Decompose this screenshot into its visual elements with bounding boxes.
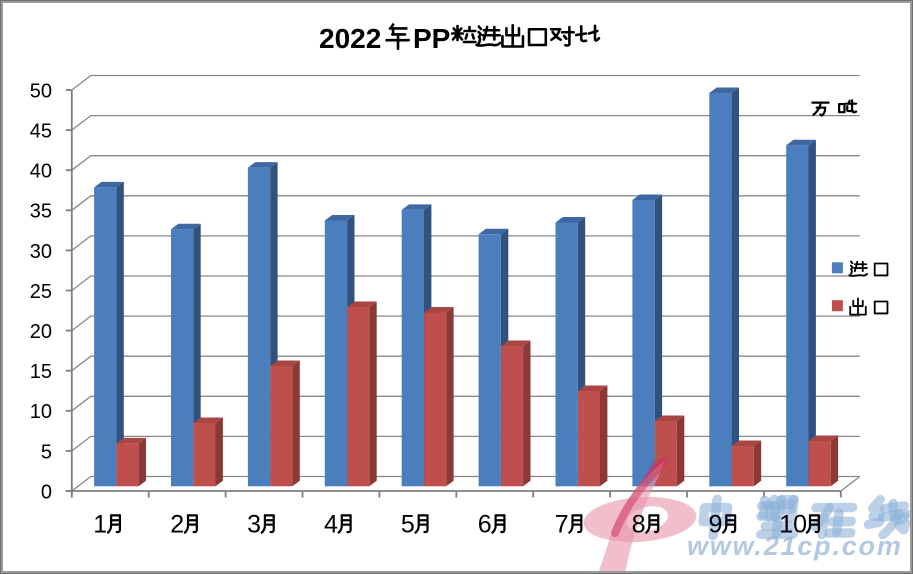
svg-text:40: 40 — [30, 161, 52, 183]
svg-text:3: 3 — [247, 511, 261, 539]
svg-text:10: 10 — [779, 511, 807, 539]
svg-text:15: 15 — [30, 361, 52, 383]
svg-text:1: 1 — [93, 511, 107, 539]
svg-text:9: 9 — [709, 511, 723, 539]
svg-text:6: 6 — [478, 511, 492, 539]
svg-text:7: 7 — [555, 511, 569, 539]
svg-text:20: 20 — [30, 321, 52, 343]
svg-text:0: 0 — [41, 481, 52, 503]
svg-text:4: 4 — [324, 511, 338, 539]
svg-text:www.21cp.com: www.21cp.com — [687, 531, 903, 561]
svg-text:25: 25 — [30, 281, 52, 303]
svg-text:2: 2 — [170, 511, 184, 539]
svg-text:50: 50 — [30, 80, 52, 102]
svg-text:5: 5 — [401, 511, 415, 539]
svg-text:PP: PP — [413, 23, 450, 54]
svg-text:30: 30 — [30, 241, 52, 263]
svg-text:5: 5 — [41, 441, 52, 463]
svg-text:45: 45 — [30, 121, 52, 143]
svg-text:8: 8 — [632, 511, 646, 539]
svg-text:10: 10 — [30, 401, 52, 423]
svg-text:2022: 2022 — [319, 23, 381, 54]
svg-text:35: 35 — [30, 201, 52, 223]
